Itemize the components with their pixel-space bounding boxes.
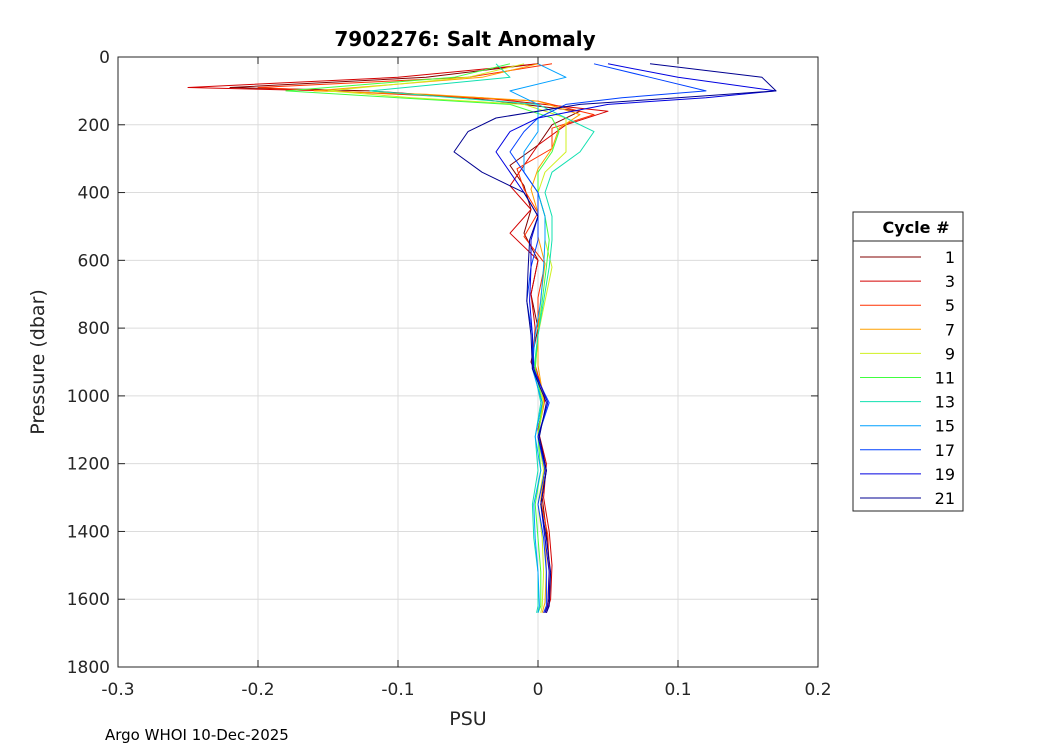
plot-area [118, 57, 818, 667]
legend-label-21: 21 [935, 489, 955, 508]
x-tick-label: -0.1 [381, 680, 414, 700]
profile-line-8 [509, 63, 707, 613]
x-tick-label: 0.2 [804, 680, 831, 700]
legend-box [852, 211, 964, 512]
x-axis-ticks: -0.3 -0.2 -0.1 0 0.1 0.2 [101, 57, 832, 700]
legend-label-15: 15 [935, 417, 955, 436]
y-tick-label: 1400 [67, 522, 110, 542]
x-tick-label: -0.3 [101, 680, 134, 700]
x-tick-label: 0 [533, 680, 544, 700]
y-tick-label: 400 [78, 184, 110, 204]
y-tick-label: 1800 [67, 658, 110, 678]
plot-frame [117, 56, 819, 668]
chart-title: 7902276: Salt Anomaly [334, 27, 595, 51]
profile-line-5 [285, 63, 560, 613]
y-tick-label: 200 [78, 116, 110, 136]
profile-line-7 [509, 63, 567, 613]
y-tick-label: 800 [78, 319, 110, 339]
legend-label-5: 5 [945, 296, 955, 315]
profile-line-6 [369, 63, 595, 613]
grid [117, 56, 819, 668]
legend-label-13: 13 [935, 393, 955, 412]
y-tick-label: 600 [78, 251, 110, 271]
profile-line-10 [453, 63, 777, 613]
legend-label-3: 3 [945, 272, 955, 291]
x-tick-label: -0.2 [241, 680, 274, 700]
legend-label-19: 19 [935, 465, 955, 484]
y-tick-label: 1200 [67, 455, 110, 475]
legend-label-7: 7 [945, 320, 955, 339]
y-tick-label: 0 [99, 48, 110, 68]
y-axis-ticks: 0 200 400 600 800 1000 1200 1400 1600 1800 [67, 48, 818, 678]
legend-label-1: 1 [945, 248, 955, 267]
x-axis-label: PSU [449, 708, 486, 730]
x-tick-label: 0.1 [664, 680, 691, 700]
footer-text: Argo WHOI 10-Dec-2025 [105, 726, 289, 744]
profile-lines [187, 63, 777, 613]
legend-title: Cycle # [883, 218, 950, 237]
legend-label-11: 11 [935, 369, 955, 388]
legend-label-17: 17 [935, 441, 955, 460]
y-tick-label: 1600 [67, 590, 110, 610]
y-tick-label: 1000 [67, 387, 110, 407]
legend-label-9: 9 [945, 344, 955, 363]
y-axis-label: Pressure (dbar) [27, 289, 49, 435]
